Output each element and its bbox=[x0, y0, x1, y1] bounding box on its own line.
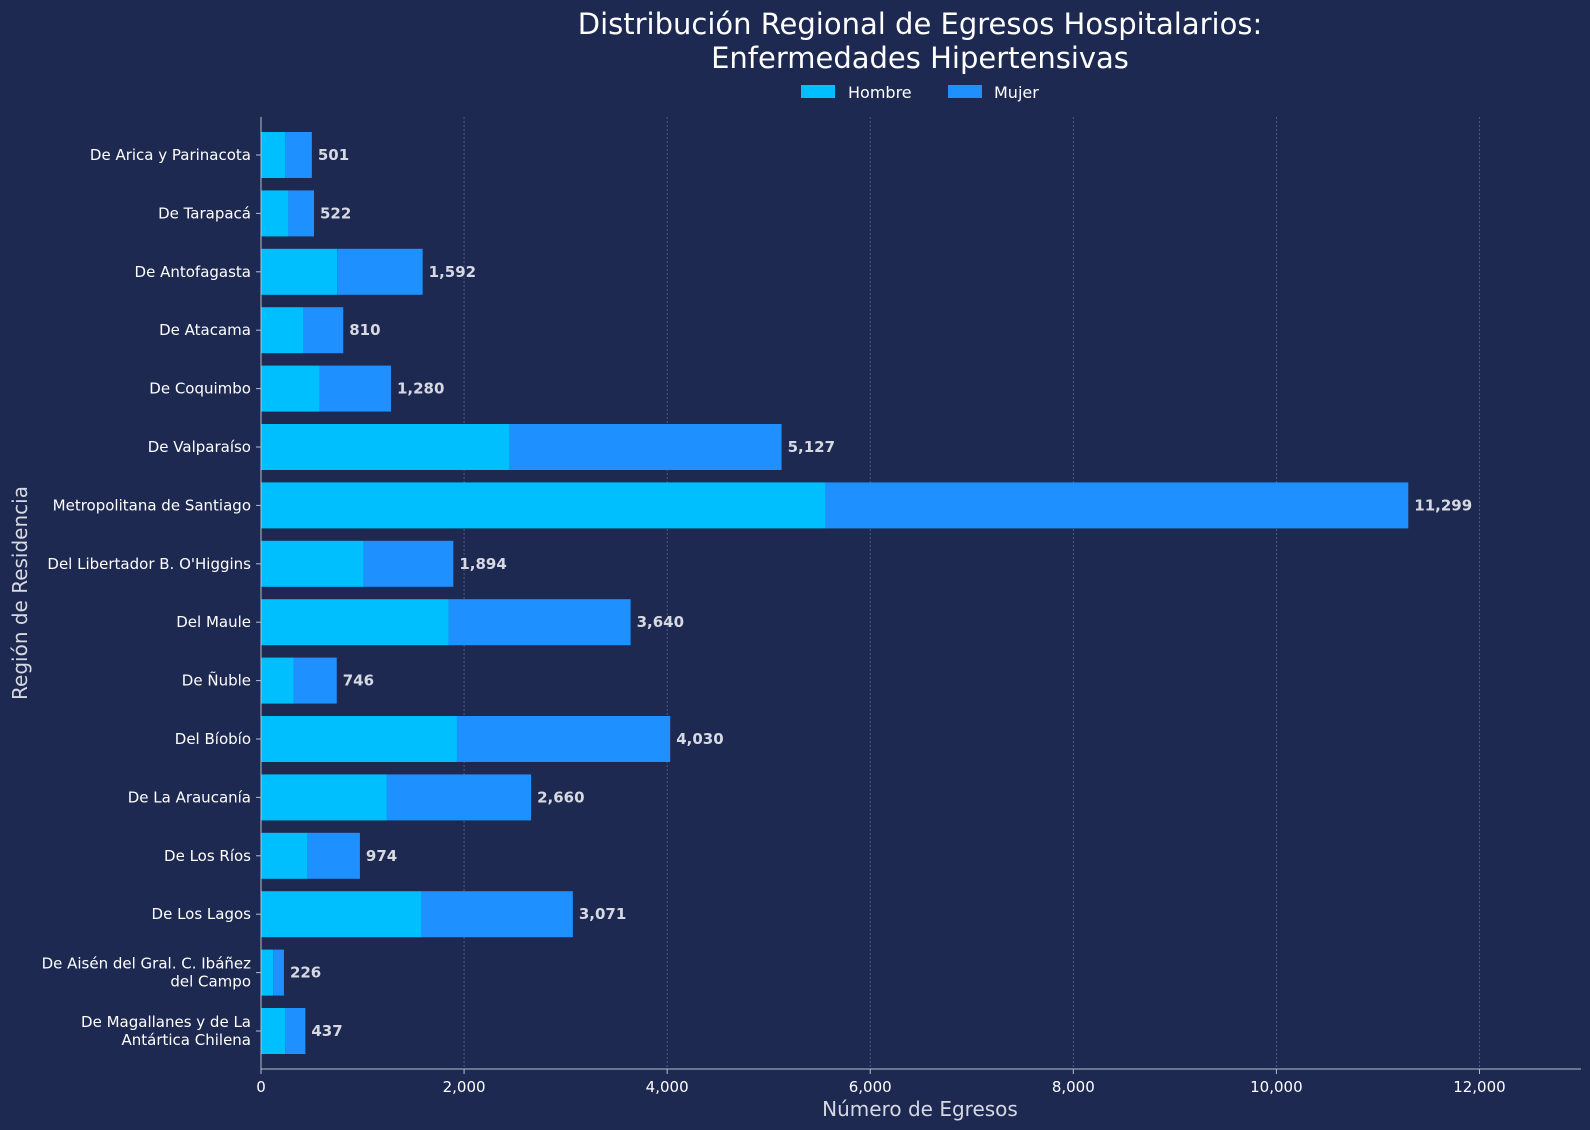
total-label-metropolitana-de-santiago: 11,299 bbox=[1414, 496, 1472, 514]
bar-mujer-de-antofagasta bbox=[337, 248, 423, 295]
bar-mujer-de-valparaiso bbox=[509, 424, 782, 470]
bar-mujer-de-nuble bbox=[293, 657, 337, 704]
y-tick-label-de-nuble: De Ñuble bbox=[182, 671, 251, 690]
bar-mujer-de-los-lagos bbox=[421, 891, 573, 938]
bar-mujer-de-aisen-del-gral-c-ibanez-del-campo bbox=[273, 949, 284, 996]
bar-mujer-de-tarapaca bbox=[288, 190, 315, 237]
total-label-del-biobio: 4,030 bbox=[676, 730, 723, 748]
bar-hombre-de-aisen-del-gral-c-ibanez-del-campo bbox=[261, 949, 274, 996]
legend-swatch-hombre bbox=[801, 85, 835, 98]
x-gridlines bbox=[463, 117, 1480, 1069]
bar-hombre-de-nuble bbox=[261, 657, 294, 704]
y-tick-label-de-atacama: De Atacama bbox=[159, 321, 251, 339]
y-axis-title: Región de Residencia bbox=[8, 486, 32, 700]
y-tick-label-de-los-rios: De Los Ríos bbox=[164, 847, 251, 865]
bar-mujer-metropolitana-de-santiago bbox=[825, 482, 1409, 529]
total-label-de-valparaiso: 5,127 bbox=[788, 438, 835, 456]
bar-mujer-de-la-araucania bbox=[386, 774, 532, 821]
bar-mujer-del-maule bbox=[448, 599, 631, 646]
total-label-de-atacama: 810 bbox=[349, 321, 380, 339]
total-label-de-arica-y-parinacota: 501 bbox=[318, 146, 349, 164]
total-label-de-tarapaca: 522 bbox=[320, 204, 351, 222]
y-tick-label-de-tarapaca: De Tarapacá bbox=[158, 204, 251, 222]
y-tick-label-de-magallanes-y-de-la-antartica-chilena: De Magallanes y de La Antártica Chilena bbox=[81, 1013, 251, 1049]
stacked-bars bbox=[261, 132, 1409, 1054]
bar-hombre-del-biobio bbox=[261, 716, 457, 762]
y-tick-label-de-antofagasta: De Antofagasta bbox=[135, 263, 251, 281]
total-label-de-coquimbo: 1,280 bbox=[397, 380, 444, 398]
x-axis-ticks: 0 2,000 4,000 6,000 8,000 10,000 12,000 bbox=[256, 1069, 1506, 1096]
bar-hombre-de-valparaiso bbox=[261, 424, 510, 470]
total-label-de-aisen-del-gral-c-ibanez-del-campo: 226 bbox=[290, 964, 321, 982]
bar-hombre-de-atacama bbox=[261, 307, 304, 354]
total-label-de-los-lagos: 3,071 bbox=[579, 905, 626, 923]
x-tick-label: 10,000 bbox=[1250, 1078, 1303, 1096]
x-tick-label: 6,000 bbox=[849, 1078, 892, 1096]
total-label-de-los-rios: 974 bbox=[366, 847, 397, 865]
bar-hombre-de-antofagasta bbox=[261, 248, 338, 295]
bar-hombre-de-los-lagos bbox=[261, 891, 422, 938]
bar-mujer-de-los-rios bbox=[307, 832, 360, 879]
y-tick-label-de-aisen-del-gral-c-ibanez-del-campo: De Aisén del Gral. C. Ibáñez del Campo bbox=[42, 955, 252, 991]
y-tick-label-del-maule: Del Maule bbox=[176, 613, 251, 631]
chart-legend: Hombre Mujer bbox=[801, 83, 1039, 102]
y-tick-label-de-valparaiso: De Valparaíso bbox=[148, 438, 251, 456]
y-tick-label-de-arica-y-parinacota: De Arica y Parinacota bbox=[90, 146, 251, 164]
bar-hombre-de-coquimbo bbox=[261, 365, 320, 412]
y-tick-label-de-coquimbo: De Coquimbo bbox=[149, 380, 251, 398]
x-tick-label: 2,000 bbox=[443, 1078, 486, 1096]
bar-mujer-de-arica-y-parinacota bbox=[285, 132, 312, 178]
legend-label-hombre: Hombre bbox=[848, 83, 912, 102]
total-label-de-antofagasta: 1,592 bbox=[429, 263, 476, 281]
x-tick-label: 12,000 bbox=[1453, 1078, 1506, 1096]
total-label-del-libertador-b-o-higgins: 1,894 bbox=[459, 555, 506, 573]
bar-hombre-de-arica-y-parinacota bbox=[261, 132, 286, 178]
total-label-de-magallanes-y-de-la-antartica-chilena: 437 bbox=[311, 1022, 342, 1040]
y-tick-label-metropolitana-de-santiago: Metropolitana de Santiago bbox=[53, 496, 251, 514]
x-tick-label: 4,000 bbox=[646, 1078, 689, 1096]
legend-label-mujer: Mujer bbox=[994, 83, 1039, 102]
x-tick-label: 8,000 bbox=[1052, 1078, 1095, 1096]
chart-title-line-1: Distribución Regional de Egresos Hospita… bbox=[578, 7, 1263, 41]
bar-mujer-del-biobio bbox=[456, 716, 671, 762]
bar-mujer-del-libertador-b-o-higgins bbox=[363, 540, 454, 587]
total-labels: 501 522 1,592 810 1,280 5,127 11,299 1,894 3,640… bbox=[290, 146, 1472, 1040]
bar-hombre-del-libertador-b-o-higgins bbox=[261, 540, 364, 587]
total-label-del-maule: 3,640 bbox=[637, 613, 684, 631]
x-tick-label: 0 bbox=[256, 1078, 266, 1096]
bar-mujer-de-coquimbo bbox=[319, 365, 391, 412]
bar-hombre-de-tarapaca bbox=[261, 190, 289, 237]
total-label-de-nuble: 746 bbox=[343, 672, 374, 690]
bar-hombre-metropolitana-de-santiago bbox=[261, 482, 826, 529]
bar-hombre-de-los-rios bbox=[261, 832, 308, 879]
bar-hombre-de-la-araucania bbox=[261, 774, 387, 821]
legend-swatch-mujer bbox=[948, 85, 982, 98]
y-tick-label-de-la-araucania: De La Araucanía bbox=[128, 788, 251, 806]
bar-mujer-de-atacama bbox=[303, 307, 344, 354]
y-tick-label-de-los-lagos: De Los Lagos bbox=[152, 905, 252, 923]
bar-hombre-de-magallanes-y-de-la-antartica-chilena bbox=[261, 1008, 286, 1054]
x-axis-title: Número de Egresos bbox=[822, 1097, 1018, 1121]
bar-hombre-del-maule bbox=[261, 599, 449, 646]
y-axis-ticks: De Arica y Parinacota De Tarapacá De Antof… bbox=[42, 146, 261, 1049]
total-label-de-la-araucania: 2,660 bbox=[537, 788, 584, 806]
bar-mujer-de-magallanes-y-de-la-antartica-chilena bbox=[285, 1008, 306, 1054]
chart-title-line-2: Enfermedades Hipertensivas bbox=[711, 41, 1129, 75]
y-tick-label-del-biobio: Del Bíobío bbox=[175, 730, 251, 748]
y-tick-label-del-libertador-b-o-higgins: Del Libertador B. O'Higgins bbox=[47, 555, 251, 573]
